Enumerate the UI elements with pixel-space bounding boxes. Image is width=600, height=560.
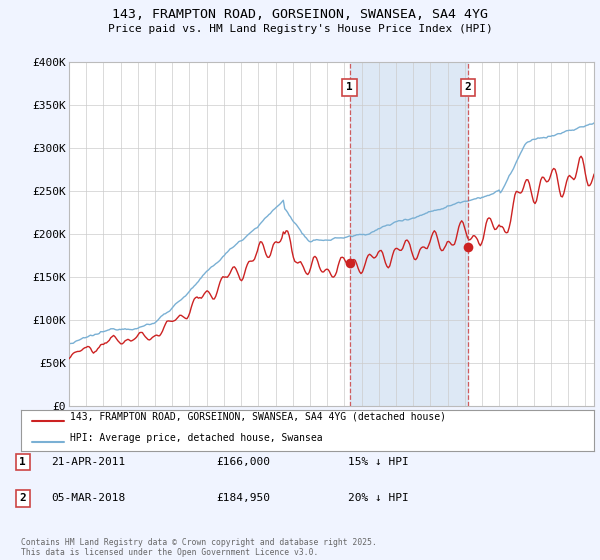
Text: 05-MAR-2018: 05-MAR-2018 [51,493,125,503]
Text: £166,000: £166,000 [216,457,270,467]
Text: 21-APR-2011: 21-APR-2011 [51,457,125,467]
Text: HPI: Average price, detached house, Swansea: HPI: Average price, detached house, Swan… [70,433,322,443]
Text: 143, FRAMPTON ROAD, GORSEINON, SWANSEA, SA4 4YG (detached house): 143, FRAMPTON ROAD, GORSEINON, SWANSEA, … [70,412,446,422]
Text: 1: 1 [19,457,26,467]
Text: 2: 2 [19,493,26,503]
Text: 15% ↓ HPI: 15% ↓ HPI [348,457,409,467]
Text: 20% ↓ HPI: 20% ↓ HPI [348,493,409,503]
Bar [350,62,468,406]
Text: £184,950: £184,950 [216,493,270,503]
Text: 143, FRAMPTON ROAD, GORSEINON, SWANSEA, SA4 4YG: 143, FRAMPTON ROAD, GORSEINON, SWANSEA, … [112,8,488,21]
Text: Price paid vs. HM Land Registry's House Price Index (HPI): Price paid vs. HM Land Registry's House … [107,24,493,34]
Text: Contains HM Land Registry data © Crown copyright and database right 2025.
This d: Contains HM Land Registry data © Crown c… [21,538,377,557]
Text: 2: 2 [464,82,471,92]
Text: 1: 1 [346,82,353,92]
